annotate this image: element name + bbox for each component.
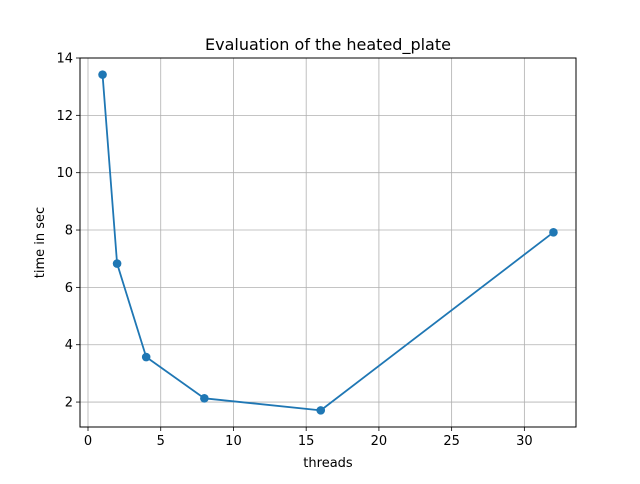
y-tick-label: 2 <box>65 396 73 411</box>
chart-title: Evaluation of the heated_plate <box>205 35 451 55</box>
y-tick-label: 10 <box>56 166 73 181</box>
y-axis-label: time in sec <box>33 207 48 278</box>
data-point-marker <box>549 228 558 237</box>
series-line <box>101 73 555 412</box>
y-tick-label: 4 <box>65 338 73 353</box>
x-tick-label: 10 <box>225 434 242 449</box>
x-tick-label: 5 <box>157 434 165 449</box>
y-tick-label: 8 <box>65 224 73 239</box>
data-series <box>98 70 558 415</box>
x-tick-label: 30 <box>516 434 533 449</box>
data-point-marker <box>141 352 151 362</box>
data-point-marker <box>98 70 107 79</box>
y-tick-label: 14 <box>56 52 73 67</box>
x-tick-label: 20 <box>371 434 388 449</box>
axis-ticks: 0 5 10 15 20 25 30 2 4 6 8 10 12 14 <box>56 52 532 450</box>
x-tick-label: 0 <box>84 434 92 449</box>
plot-area-frame <box>79 57 577 428</box>
y-tick-label: 6 <box>65 281 73 296</box>
data-point-marker <box>316 406 326 415</box>
x-axis-label: threads <box>303 456 353 471</box>
x-tick-label: 15 <box>298 434 315 449</box>
x-tick-label: 25 <box>443 434 460 449</box>
y-tick-label: 12 <box>56 109 73 124</box>
data-point-marker <box>200 394 209 403</box>
data-point-marker <box>112 259 122 268</box>
